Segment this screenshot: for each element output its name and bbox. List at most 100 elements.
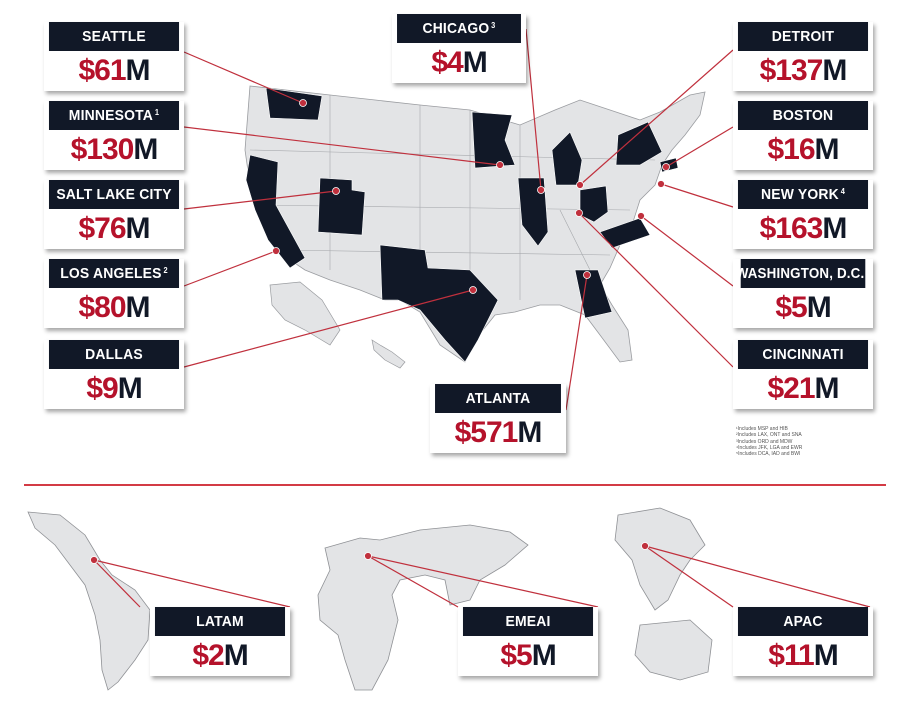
amount-unit: M <box>223 639 249 672</box>
footnote-line: ⁵Includes DCA, IAD and BWI <box>736 451 801 458</box>
los-angeles-card: LOS ANGELES 2 $80 M <box>44 259 184 328</box>
location-name: ATLANTA <box>465 390 531 407</box>
boston-leader-line <box>665 126 734 168</box>
los-angeles-name-label: LOS ANGELES 2 <box>48 259 180 288</box>
salt-lake-city-location-dot <box>332 187 340 195</box>
apac-leader-line-2 <box>644 545 734 608</box>
washington-dc-location-dot <box>637 212 645 220</box>
amount-number: $21 <box>767 372 815 405</box>
apac-location-dot <box>641 542 649 550</box>
amount-unit: M <box>813 639 839 672</box>
apac-value: $11 M <box>733 636 873 676</box>
new-york-state <box>615 121 663 166</box>
seattle-value: $61 M <box>44 51 184 91</box>
dallas-value: $9 M <box>44 369 184 409</box>
new-york-name-label: NEW YORK 4 <box>737 180 869 209</box>
dallas-location-dot <box>469 286 477 294</box>
dallas-name-label: DALLAS <box>48 340 180 369</box>
asia-map <box>614 507 706 611</box>
dallas-leader-line <box>183 289 474 368</box>
amount-unit: M <box>117 372 143 405</box>
cincinnati-name-label: CINCINNATI <box>737 340 869 369</box>
emeai-value: $5 M <box>458 636 598 676</box>
boston-value: $16 M <box>733 130 873 170</box>
boston-name-label: BOSTON <box>737 101 869 130</box>
alaska-shape <box>269 281 341 346</box>
amount-unit: M <box>133 133 158 166</box>
washington-dc-name-label: WASHINGTON, D.C. 5 <box>736 259 870 288</box>
amount-unit: M <box>125 212 151 245</box>
detroit-name-label: DETROIT <box>737 22 869 51</box>
location-name: SALT LAKE CITY <box>56 186 172 203</box>
amount-number: $5 <box>775 291 807 324</box>
cincinnati-value: $21 M <box>733 369 873 409</box>
los-angeles-value: $80 M <box>44 288 184 328</box>
footnote-line: ³Includes ORD and MDW <box>736 438 793 445</box>
amount-unit: M <box>814 372 840 405</box>
latam-leader-line-2 <box>93 559 141 608</box>
new-york-leader-line <box>660 183 734 208</box>
amount-unit: M <box>806 291 832 324</box>
footnote-line: ⁴Includes JFK, LGA and EWR <box>736 444 803 451</box>
amount-number: $137 <box>759 54 824 87</box>
amount-number: $80 <box>78 291 126 324</box>
location-name: DETROIT <box>771 28 835 45</box>
world-map <box>317 524 529 691</box>
amount-number: $16 <box>767 133 815 166</box>
atlanta-value: $571 M <box>430 413 566 453</box>
amount-number: $130 <box>70 133 135 166</box>
apac-leader-line <box>644 545 871 608</box>
amount-number: $9 <box>86 372 118 405</box>
amount-unit: M <box>517 416 542 449</box>
location-name: LOS ANGELES <box>60 265 162 282</box>
chicago-card: CHICAGO 3 $4 M <box>392 14 526 83</box>
footnotes: ¹Includes MSP and HIB ²Includes LAX, ONT … <box>736 426 802 457</box>
location-name: SEATTLE <box>82 28 146 45</box>
texas-state <box>379 244 499 363</box>
amount-number: $61 <box>78 54 126 87</box>
washington-state <box>265 87 323 121</box>
amount-number: $11 <box>768 639 814 672</box>
footnote-marker: 1 <box>154 108 160 117</box>
amount-number: $571 <box>454 416 519 449</box>
apac-card: APAC $11 M <box>733 607 873 676</box>
minnesota-value: $130 M <box>44 130 184 170</box>
amount-unit: M <box>814 133 840 166</box>
new-york-location-dot <box>657 180 665 188</box>
emeai-leader-line <box>367 555 459 608</box>
location-name: WASHINGTON, D.C. <box>735 265 865 282</box>
section-divider <box>24 484 886 486</box>
hawaii-shape <box>371 339 406 369</box>
minnesota-state <box>471 111 516 169</box>
chicago-location-dot <box>537 186 545 194</box>
atlanta-card: ATLANTA $571 M <box>430 384 566 453</box>
minnesota-card: MINNESOTA 1 $130 M <box>44 101 184 170</box>
atlanta-name-label: ATLANTA <box>435 384 561 413</box>
salt-lake-city-value: $76 M <box>44 209 184 249</box>
amount-unit: M <box>125 291 151 324</box>
new-york-card: NEW YORK 4 $163 M <box>733 180 873 249</box>
emeai-name-label: EMEAI <box>462 607 594 636</box>
amount-number: $5 <box>500 639 532 672</box>
amount-number: $76 <box>78 212 126 245</box>
emeai-location-dot <box>364 552 372 560</box>
footnote-marker: 5 <box>866 266 871 275</box>
footnote-line: ¹Includes MSP and HIB <box>736 426 788 432</box>
minnesota-name-label: MINNESOTA 1 <box>48 101 180 130</box>
los-angeles-location-dot <box>272 247 280 255</box>
latam-name-label: LATAM <box>154 607 286 636</box>
latam-map <box>27 511 151 691</box>
boston-location-dot <box>662 163 670 171</box>
atlanta-location-dot <box>583 271 591 279</box>
new-york-value: $163 M <box>733 209 873 249</box>
chicago-value: $4 M <box>392 43 526 83</box>
footnote-marker: 2 <box>163 266 168 275</box>
detroit-location-dot <box>576 181 584 189</box>
apac-name-label: APAC <box>737 607 869 636</box>
amount-unit: M <box>462 46 488 79</box>
amount-number: $163 <box>759 212 824 245</box>
seattle-card: SEATTLE $61 M <box>44 22 184 91</box>
amount-unit: M <box>822 212 847 245</box>
